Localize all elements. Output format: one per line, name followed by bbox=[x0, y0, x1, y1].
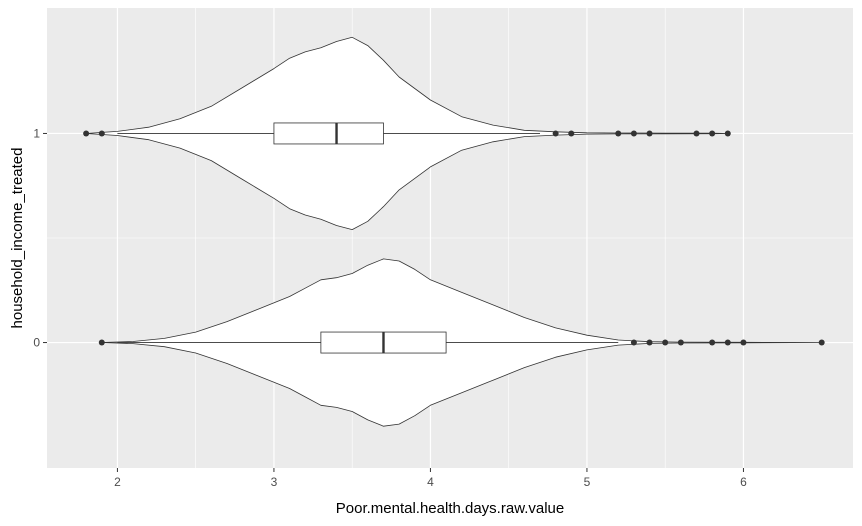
x-tick-label: 2 bbox=[114, 475, 121, 489]
outlier-point-0 bbox=[98, 339, 105, 346]
outlier-point-1 bbox=[83, 130, 90, 137]
outlier-point-1 bbox=[552, 130, 559, 137]
x-tick-label: 5 bbox=[584, 475, 591, 489]
x-tick-label: 6 bbox=[740, 475, 747, 489]
outlier-point-0 bbox=[662, 339, 669, 346]
y-tick-label: 1 bbox=[33, 126, 40, 140]
outlier-point-1 bbox=[98, 130, 105, 137]
outlier-point-0 bbox=[709, 339, 716, 346]
y-axis-ticks: 01 bbox=[33, 126, 47, 350]
box-iqr-1 bbox=[273, 122, 384, 145]
outlier-point-1 bbox=[693, 130, 700, 137]
outlier-point-0 bbox=[818, 339, 825, 346]
outlier-point-0 bbox=[646, 339, 653, 346]
x-tick-label: 4 bbox=[427, 475, 434, 489]
outlier-point-1 bbox=[709, 130, 716, 137]
x-axis-ticks: 2 3 4 5 6 bbox=[114, 468, 747, 489]
outlier-point-1 bbox=[724, 130, 731, 137]
outlier-point-1 bbox=[646, 130, 653, 137]
outlier-point-1 bbox=[630, 130, 637, 137]
x-axis-title: Poor.mental.health.days.raw.value bbox=[336, 500, 564, 517]
y-axis-title: household_income_treated bbox=[9, 148, 26, 329]
outlier-point-1 bbox=[615, 130, 622, 137]
outlier-point-1 bbox=[568, 130, 575, 137]
outlier-point-0 bbox=[740, 339, 747, 346]
outlier-point-0 bbox=[724, 339, 731, 346]
violins bbox=[83, 36, 825, 427]
y-tick-label: 0 bbox=[33, 336, 40, 350]
outlier-point-0 bbox=[677, 339, 684, 346]
x-tick-label: 3 bbox=[271, 475, 278, 489]
outlier-point-0 bbox=[630, 339, 637, 346]
